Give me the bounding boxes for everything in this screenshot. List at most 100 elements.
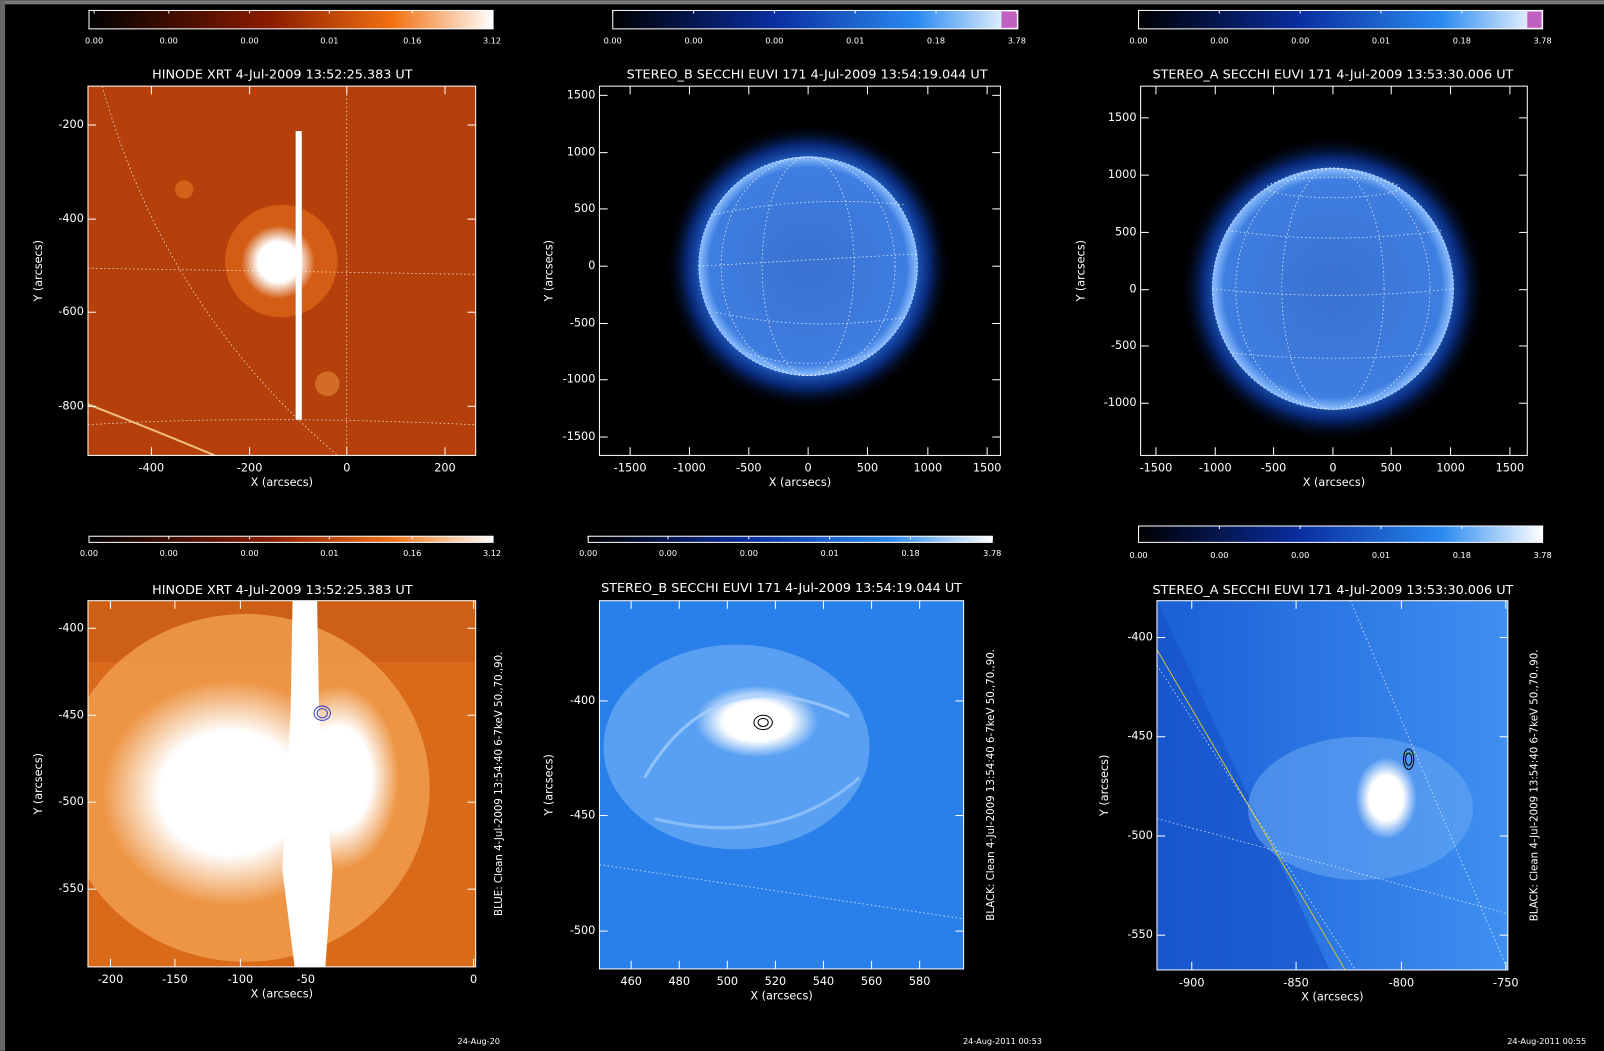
y-tick-label: -1000 [1104, 396, 1137, 409]
colorbar-label: 0.00 [241, 548, 259, 558]
x-tick-label: 500 [1380, 462, 1401, 475]
screenshot: 0.00 0.00 0.00 0.01 0.16 3.12 HINODE XRT 4-Jul… [0, 0, 1604, 1051]
x-tick-label: -1500 [614, 462, 647, 475]
x-tick-label: -400 [139, 462, 165, 475]
y-axis-label: Y (arcsecs) [1098, 755, 1111, 818]
x-tick-label: -900 [1179, 976, 1205, 989]
page: Solar observation panels {"panels": [ {"… [0, 0, 1604, 1051]
x-tick-label: 0 [470, 973, 477, 986]
y-tick-label: -450 [1127, 730, 1153, 743]
colorbar-label: 0.00 [1210, 36, 1228, 46]
y-axis-label: Y (arcsecs) [1074, 240, 1087, 303]
y-tick-label: 500 [574, 202, 595, 215]
footer-date: 24-Aug-2011 00:53 [963, 1036, 1042, 1046]
colorbar-label: 0.16 [403, 36, 421, 46]
y-axis-label: Y (arcsecs) [32, 240, 45, 303]
x-tick-label: 0 [805, 462, 812, 475]
colorbar-label: 0.18 [1453, 550, 1471, 560]
colorbar-label: 3.78 [1534, 550, 1552, 560]
y-tick-label: -400 [58, 621, 84, 634]
y-axis-label: Y (arcsecs) [32, 753, 45, 816]
x-tick-label: 580 [909, 975, 930, 988]
colorbar-label: 3.78 [1534, 36, 1552, 46]
x-tick-label: -200 [98, 973, 124, 986]
y-axis-label: Y (arcsecs) [542, 754, 555, 817]
colorbar-label: 0.01 [821, 548, 839, 558]
solar-image [1141, 86, 1528, 455]
x-tick-label: -750 [1493, 976, 1519, 989]
colorbar [1139, 526, 1543, 542]
colorbar-label: 0.00 [1291, 36, 1309, 46]
colorbar-label: 0.16 [403, 548, 421, 558]
y-tick-label: 0 [588, 259, 595, 272]
colorbar [89, 10, 493, 28]
colorbar-label: 0.01 [846, 36, 864, 46]
y-tick-label: -450 [58, 708, 84, 721]
y-tick-label: -500 [570, 924, 596, 937]
x-tick-label: -1000 [673, 462, 706, 475]
solar-image [88, 86, 476, 455]
colorbar [588, 536, 992, 542]
colorbar-label: 0.01 [1372, 36, 1390, 46]
y-tick-label: -500 [1111, 339, 1137, 352]
annotation: BLUE: Clean 4-Jul-2009 13:54:40 6-7keV 5… [494, 652, 505, 916]
y-tick-label: -200 [58, 118, 84, 131]
x-tick-label: 500 [717, 975, 738, 988]
colorbar-label: 0.18 [901, 548, 919, 558]
x-axis-label: X (arcsecs) [1303, 476, 1365, 489]
colorbar [1139, 10, 1543, 28]
y-tick-label: -600 [58, 305, 84, 318]
y-tick-label: -1000 [563, 373, 596, 386]
solar-image [599, 601, 963, 969]
panel-title: HINODE XRT 4-Jul-2009 13:52:25.383 UT [152, 583, 413, 598]
colorbar [89, 536, 493, 542]
colorbar-label: 0.00 [659, 548, 677, 558]
colorbar-label: 0.00 [160, 548, 178, 558]
colorbar-label: 0.00 [1210, 550, 1228, 560]
x-tick-label: -1500 [1140, 462, 1173, 475]
colorbar-label: 3.12 [483, 548, 501, 558]
colorbar-label: 3.12 [483, 36, 501, 46]
x-tick-label: 1000 [1436, 462, 1465, 475]
x-tick-label: -150 [162, 973, 188, 986]
x-axis-label: X (arcsecs) [1301, 991, 1363, 1004]
window-edge [0, 0, 5, 1051]
x-tick-label: 560 [861, 975, 882, 988]
panel-title: STEREO_A SECCHI EUVI 171 4-Jul-2009 13:5… [1152, 583, 1513, 598]
panel-title: HINODE XRT 4-Jul-2009 13:52:25.383 UT [152, 67, 413, 82]
solar-image [1157, 601, 1508, 970]
y-axis-label: Y (arcsecs) [542, 240, 555, 303]
y-tick-label: -500 [1127, 829, 1153, 842]
y-tick-label: 0 [1129, 283, 1136, 296]
y-tick-label: 1500 [1108, 111, 1137, 124]
colorbar-label: 0.00 [604, 36, 622, 46]
colorbar-label: 0.01 [320, 36, 338, 46]
colorbar-label: 0.00 [80, 548, 98, 558]
x-tick-label: -100 [228, 973, 254, 986]
x-axis-label: X (arcsecs) [750, 990, 812, 1003]
x-tick-label: -500 [736, 462, 762, 475]
x-tick-label: 520 [765, 975, 786, 988]
x-tick-label: -50 [297, 973, 315, 986]
panel-title: STEREO_B SECCHI EUVI 171 4-Jul-2009 13:5… [627, 67, 988, 82]
colorbar-label: 0.00 [85, 36, 103, 46]
y-tick-label: -450 [570, 809, 596, 822]
x-tick-label: -800 [1389, 976, 1415, 989]
colorbar-label: 0.01 [1372, 550, 1390, 560]
panel-title: STEREO_A SECCHI EUVI 171 4-Jul-2009 13:5… [1152, 67, 1513, 82]
solar-image [61, 601, 475, 967]
x-tick-label: -850 [1283, 976, 1309, 989]
y-tick-label: -400 [1127, 631, 1153, 644]
y-tick-label: -400 [570, 694, 596, 707]
colorbar-label: 0.00 [579, 548, 597, 558]
y-tick-label: -800 [58, 399, 84, 412]
x-tick-label: 200 [434, 462, 455, 475]
x-axis-label: X (arcsecs) [769, 476, 831, 489]
annotation: BLACK: Clean 4-Jul-2009 13:54:40 6-7keV … [986, 649, 997, 921]
y-tick-label: 500 [1115, 225, 1136, 238]
x-axis-label: X (arcsecs) [251, 476, 313, 489]
y-tick-label: -400 [58, 212, 84, 225]
colorbar [613, 10, 1018, 28]
colorbar-label: 0.00 [765, 36, 783, 46]
colorbar-label: 0.00 [160, 36, 178, 46]
